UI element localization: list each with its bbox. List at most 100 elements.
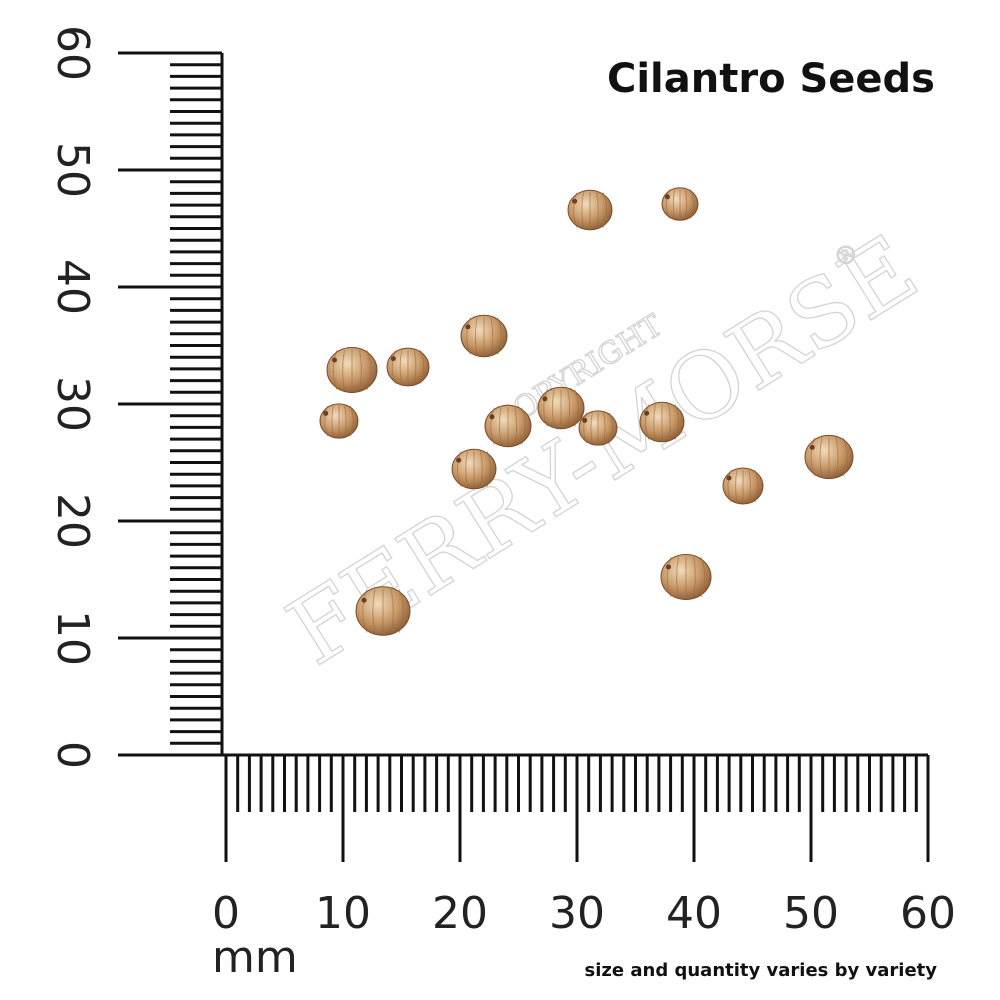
seed (386, 347, 430, 387)
seed-tip (726, 475, 732, 481)
vertical-ruler-label: 10 (47, 610, 98, 666)
seed-ridge (490, 317, 494, 355)
seed-ridge (596, 192, 599, 228)
seed-tip (582, 417, 588, 423)
seed-ridge (690, 189, 694, 219)
seed-ridge (819, 437, 823, 477)
seed-tip (489, 414, 495, 420)
seed-ridge (748, 469, 751, 503)
horizontal-ruler-label: 30 (549, 888, 605, 939)
seed-ridge (602, 192, 607, 228)
vertical-ruler-label: 40 (47, 259, 98, 315)
seed (355, 586, 411, 636)
seed-ridge (574, 389, 579, 427)
seed-ridge (676, 556, 679, 598)
seed-ridge (486, 451, 491, 487)
seed-tip (542, 396, 548, 402)
seed-ridge (390, 589, 394, 633)
seed-ridge (332, 349, 338, 391)
horizontal-ruler-label: 20 (432, 888, 488, 939)
unit-label: mm (212, 932, 298, 983)
seed-tip (323, 410, 329, 416)
seed-ridge (666, 556, 672, 598)
seed (804, 434, 854, 480)
seed-ridge (735, 469, 738, 503)
seed-ridge (359, 349, 362, 391)
seed-ridge (490, 407, 495, 445)
seed (451, 448, 497, 490)
seed-ridge (842, 437, 848, 477)
seed-ridge (810, 437, 816, 477)
seed-ridge (551, 389, 555, 427)
seed-ridge (754, 469, 759, 503)
seed (537, 386, 585, 430)
seed-ridge (474, 317, 478, 355)
seed-ridge (608, 412, 613, 444)
seed-ridge (645, 404, 650, 440)
seed-ridge (674, 404, 679, 440)
seed-ridge (457, 451, 462, 487)
seed-ridge (399, 350, 403, 384)
seed-ridge (835, 437, 839, 477)
seed-ridge (466, 317, 471, 355)
seed-ridge (413, 350, 417, 384)
seed-ridge (521, 407, 526, 445)
note: size and quantity varies by variety (585, 960, 938, 981)
seed-tip (361, 597, 367, 603)
seed (578, 410, 618, 446)
seed-ridge (590, 412, 593, 444)
seed-ridge (331, 405, 334, 437)
seed (460, 314, 508, 358)
seed-ridge (684, 189, 688, 219)
seed (567, 189, 613, 231)
seed-tip (809, 444, 815, 450)
seed-tip (572, 198, 578, 204)
seed-tip (664, 194, 670, 200)
ruler: 0 10 20 30 40 50 60 0 10 20 30 40 50 60 (47, 25, 956, 939)
seed-tip (465, 324, 471, 330)
horizontal-ruler-label: 40 (666, 888, 722, 939)
seed-ridge (342, 349, 345, 391)
vertical-ruler-label: 30 (47, 376, 98, 432)
seed-ridge (362, 589, 368, 633)
seed-ridge (693, 556, 696, 598)
seed-ridge (372, 589, 376, 633)
title: Cilantro Seeds (607, 56, 935, 102)
seed (484, 404, 532, 448)
seed-ridge (666, 189, 670, 219)
seed-ridge (344, 405, 347, 437)
seed-ridge (567, 389, 571, 427)
seed-ridge (514, 407, 518, 445)
seed (639, 401, 685, 443)
seed-ridge (465, 451, 468, 487)
seed-ridge (349, 405, 354, 437)
seeds (319, 187, 854, 636)
seed-ridge (573, 192, 578, 228)
seed-ridge (391, 350, 396, 384)
seed-ridge (420, 350, 425, 384)
horizontal-ruler-label: 50 (783, 888, 839, 939)
seed-tip (456, 457, 462, 463)
seed-tip (390, 356, 396, 362)
vertical-ruler-label: 20 (47, 493, 98, 549)
seed-ridge (672, 189, 676, 219)
seed-tip (332, 357, 337, 363)
seed-ridge (700, 556, 706, 598)
seed (319, 403, 359, 439)
seed (661, 187, 699, 221)
seed-ridge (324, 405, 329, 437)
seed-tip (644, 410, 650, 416)
horizontal-ruler-label: 10 (315, 888, 371, 939)
seed-ridge (398, 589, 404, 633)
vertical-ruler-label: 60 (47, 25, 98, 81)
seed-ridge (603, 412, 606, 444)
seed (722, 467, 764, 505)
vertical-ruler-label: 0 (47, 741, 98, 769)
vertical-ruler-label: 50 (47, 142, 98, 198)
horizontal-ruler-label: 0 (212, 888, 240, 939)
seed-ridge (727, 469, 732, 503)
seed (660, 554, 712, 600)
horizontal-ruler-label: 60 (900, 888, 956, 939)
seed-ridge (366, 349, 372, 391)
